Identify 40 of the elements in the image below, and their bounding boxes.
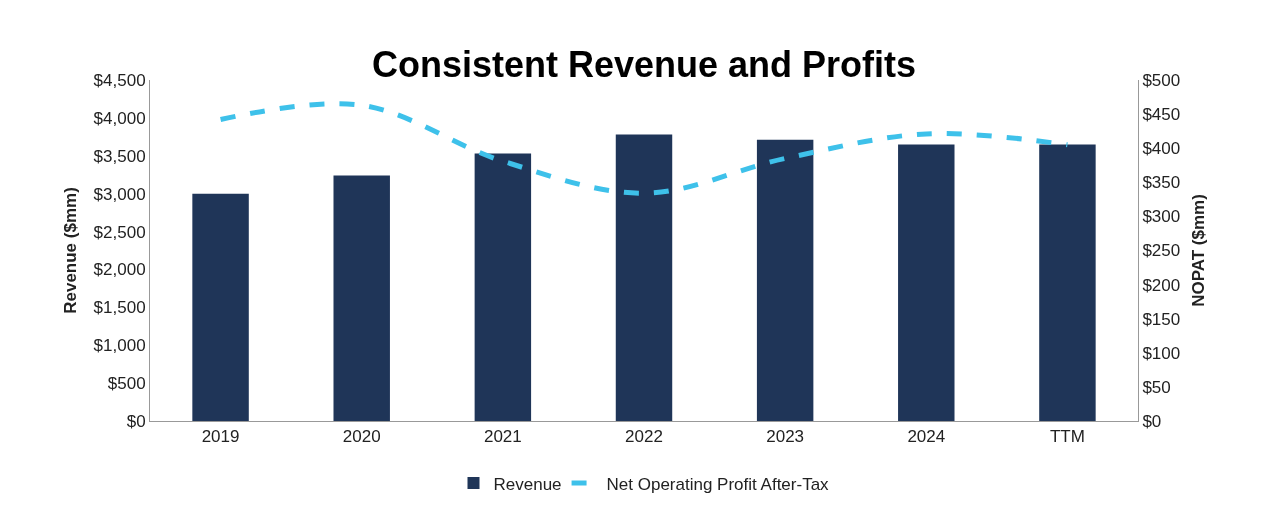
x-tick-label: 2022 [625, 427, 663, 447]
legend-label: Net Operating Profit After-Tax [606, 474, 830, 494]
y-tick-label: $4,500 [93, 70, 146, 90]
bar [898, 144, 955, 421]
y-tick-label: $4,000 [93, 108, 146, 128]
legend-label: Revenue [493, 474, 562, 494]
y2-tick-label: $0 [1142, 411, 1162, 431]
y2-tick-label: $100 [1142, 343, 1181, 363]
x-tick-label: 2024 [907, 427, 946, 447]
y2-tick-label: $300 [1142, 207, 1181, 227]
x-tick-label: TTM [1049, 427, 1085, 447]
y2-tick-label: $450 [1142, 105, 1181, 125]
y2-tick-label: $400 [1142, 139, 1181, 159]
y2-axis-title: NOPAT ($mm) [1188, 194, 1208, 307]
bar [333, 175, 390, 421]
y-tick-label: $3,000 [93, 184, 146, 204]
y-tick-label: $3,500 [93, 146, 146, 166]
y-axis-title: Revenue ($mm) [61, 187, 81, 314]
x-tick-label: 2020 [342, 427, 381, 447]
y2-tick-label: $50 [1142, 377, 1171, 397]
bar [192, 193, 249, 421]
y-tick-label: $2,500 [93, 222, 146, 242]
x-tick-label: 2021 [483, 427, 522, 447]
y-tick-label: $0 [126, 411, 146, 431]
y-tick-label: $2,000 [93, 260, 146, 280]
x-tick-label: 2019 [201, 427, 240, 447]
y-tick-label: $1,500 [93, 298, 146, 318]
x-tick-label: 2023 [766, 427, 805, 447]
y-tick-label: $1,000 [93, 336, 146, 356]
y-tick-label: $500 [107, 374, 146, 394]
chart-title: Consistent Revenue and Profits [371, 43, 917, 85]
bar [615, 134, 673, 421]
bar [474, 153, 532, 421]
y2-tick-label: $150 [1142, 309, 1181, 329]
y2-tick-label: $200 [1142, 275, 1181, 295]
y2-tick-label: $500 [1142, 70, 1181, 90]
y2-tick-label: $350 [1142, 173, 1181, 193]
bar [1039, 144, 1096, 421]
bar [756, 139, 814, 421]
y2-tick-label: $250 [1142, 241, 1181, 261]
